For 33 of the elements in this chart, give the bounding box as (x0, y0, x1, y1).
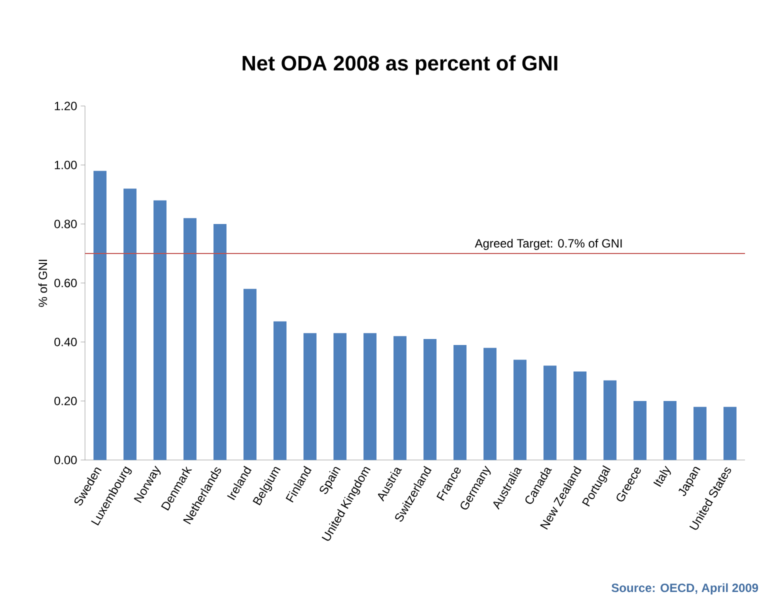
bar (454, 344, 467, 460)
bar (634, 401, 647, 460)
bar (184, 218, 196, 460)
source-note: Source: OECD, April 2009 (612, 583, 758, 594)
bar (214, 224, 226, 460)
bar (304, 333, 317, 460)
bar (154, 200, 166, 460)
bar (364, 333, 377, 460)
bar (394, 336, 407, 460)
bar (544, 366, 557, 460)
bar (484, 348, 497, 460)
bar (94, 170, 106, 460)
bar (334, 333, 347, 460)
y-tick-label: 0.60 (54, 278, 77, 288)
bar (694, 406, 707, 460)
y-tick-label: 1.00 (54, 160, 77, 170)
bar (124, 188, 136, 460)
bar (424, 339, 437, 460)
y-tick-label: 1.20 (54, 102, 77, 110)
y-tick-label: 0.80 (54, 220, 77, 228)
chart-title: Net ODA 2008 as percent of GNI (242, 55, 558, 75)
bar (574, 371, 587, 460)
y-tick-label: 0.20 (54, 396, 77, 406)
bar (604, 380, 617, 460)
bar (274, 321, 287, 460)
y-tick-label: 0.00 (54, 456, 77, 464)
bar (514, 360, 527, 460)
bar (724, 406, 737, 460)
y-axis-title: % of GNI (38, 260, 48, 307)
y-tick-label: 0.40 (54, 338, 77, 346)
ref-line-label: Agreed Target: 0.7% of GNI (474, 238, 622, 250)
bar (244, 288, 257, 460)
bar (664, 401, 677, 460)
